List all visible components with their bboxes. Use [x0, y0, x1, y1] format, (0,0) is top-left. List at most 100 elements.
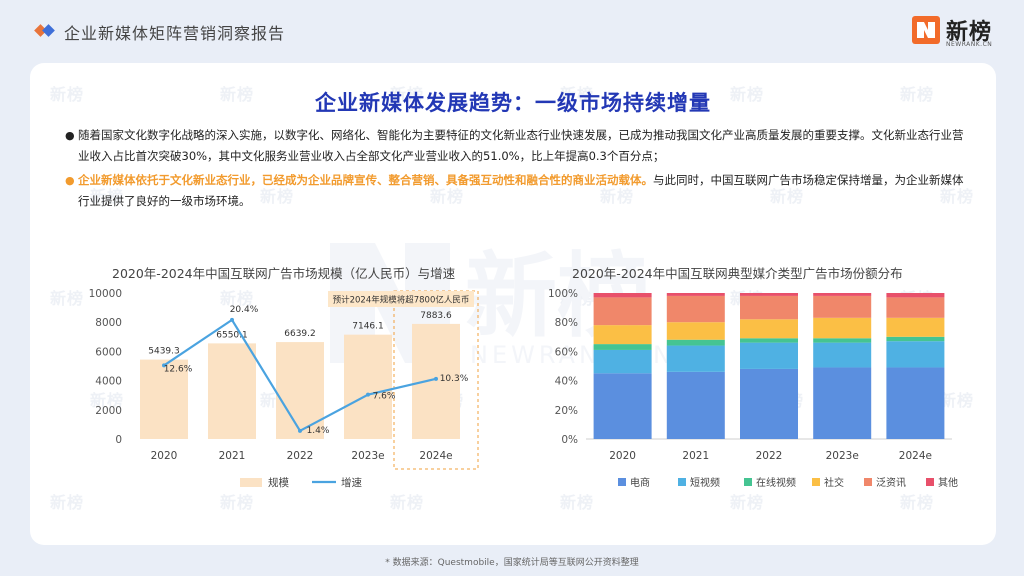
legend-label: 泛资讯 — [876, 477, 906, 489]
page-title: 企业新媒体发展趋势：一级市场持续增量 — [315, 91, 711, 115]
stacked-bar-segment — [886, 297, 945, 318]
diamond-icon — [34, 24, 58, 38]
stacked-bar-segment — [666, 322, 725, 340]
stacked-bar-segment — [740, 293, 798, 296]
watermark-text: 新榜 — [560, 85, 595, 104]
bar-data-label: 7146.1 — [352, 322, 384, 332]
stacked-bar-segment — [593, 325, 652, 345]
legend-label: 规模 — [268, 476, 289, 489]
content-card: 新榜 新榜 新榜 新榜 新榜 新榜 新榜 新榜 新榜 新榜 新榜 新榜 新榜 新榜 新榜 新榜 新榜 新榜 新榜 新榜… — [30, 63, 996, 545]
y-left-tick-label: 8000 — [95, 317, 122, 329]
bar-data-label: 7883.6 — [420, 311, 452, 321]
x-tick-label: 2020 — [609, 450, 636, 462]
logo-icon — [912, 16, 940, 44]
x-tick-label: 2022 — [287, 450, 314, 462]
stacked-bar-segment — [813, 342, 872, 368]
market-size-chart: 02000400060008000100000.0%5.0%10.0%15.0%… — [89, 288, 479, 489]
legend-label: 在线视频 — [756, 476, 796, 489]
legend-swatch — [618, 478, 626, 486]
watermark-text: 新榜 — [940, 391, 975, 410]
bullet-icon: ● — [65, 129, 75, 142]
footnote: * 数据来源：Questmobile，国家统计局等互联网公开资料整理 — [385, 558, 639, 568]
watermark-text: 新榜 — [730, 493, 765, 512]
bullet-icon: ● — [65, 174, 75, 187]
watermark-text: 新榜 — [900, 85, 935, 104]
stacked-bar-segment — [593, 373, 652, 439]
bar — [276, 342, 324, 439]
paragraph-2-text: 与此同时，中国互联网广告市场稳定保持增量，为企业新媒体行业提供了良好的一级市场环… — [78, 173, 964, 208]
legend-label: 电商 — [630, 476, 650, 489]
newrank-logo: 新榜 NEWRANK.CN — [912, 14, 1002, 50]
watermark-text: 新榜 — [940, 187, 975, 206]
stacked-bar-segment — [593, 349, 652, 374]
paragraph-1: ● 随着国家文化数字化战略的深入实施，以数字化、网络化、智能化为主要特征的文化新… — [65, 125, 968, 167]
stacked-bar-segment — [740, 319, 798, 339]
paragraph-2-highlight: 企业新媒体依托于文化新业态行业，已经成为企业品牌宣传、整合营销、具备强互动性和融… — [78, 173, 653, 187]
stacked-bar-segment — [593, 344, 652, 350]
line-point — [230, 317, 234, 322]
watermark-text: 新榜 — [220, 85, 255, 104]
line-point — [298, 428, 302, 433]
bar-data-label: 6550.1 — [216, 330, 248, 340]
paragraph-2: ● 企业新媒体依托于文化新业态行业，已经成为企业品牌宣传、整合营销、具备强互动性… — [65, 170, 968, 212]
line-data-label: 7.6% — [373, 392, 396, 402]
y-tick-label: 100% — [548, 288, 578, 300]
line-data-label: 12.6% — [164, 364, 193, 374]
watermark-text: 新榜 — [390, 493, 425, 512]
bar-data-label: 6639.2 — [284, 329, 316, 339]
stacked-bar-segment — [593, 293, 652, 298]
y-tick-label: 80% — [555, 317, 578, 329]
logo-text: 新榜 — [946, 20, 993, 45]
stacked-bar-segment — [886, 293, 945, 298]
stacked-bar-segment — [666, 345, 725, 372]
legend-label: 短视频 — [690, 476, 720, 489]
y-tick-label: 0% — [561, 434, 578, 446]
stacked-bar-segment — [666, 293, 725, 296]
stacked-bar-segment — [886, 336, 945, 342]
watermark-text: 新榜 — [220, 493, 255, 512]
y-tick-label: 60% — [555, 346, 578, 358]
watermark-text: 新榜 — [50, 493, 85, 512]
logo-subtext: NEWRANK.CN — [946, 41, 993, 48]
y-left-tick-label: 0 — [115, 434, 122, 446]
legend-swatch — [678, 478, 686, 486]
x-tick-label: 2023e — [351, 450, 384, 462]
bar — [344, 334, 392, 439]
x-tick-label: 2020 — [151, 450, 178, 462]
watermark-text: 新榜 — [390, 85, 425, 104]
x-tick-label: 2024e — [419, 450, 452, 462]
paragraph-1-text: 随着国家文化数字化战略的深入实施，以数字化、网络化、智能化为主要特征的文化新业态… — [78, 128, 964, 163]
watermark-text: 新榜 — [260, 187, 295, 206]
annotation-box — [328, 291, 474, 307]
x-tick-label: 2023e — [826, 450, 859, 462]
stacked-bar-segment — [740, 368, 798, 439]
stacked-bar-segment — [666, 371, 725, 439]
x-tick-label: 2021 — [219, 450, 246, 462]
legend-swatch — [926, 478, 934, 486]
y-left-tick-label: 6000 — [95, 346, 122, 358]
legend-label: 社交 — [824, 476, 844, 489]
chart-1-title: 2020年-2024年中国互联网广告市场规模（亿人民币）与增速 — [112, 266, 456, 281]
line-data-label: 1.4% — [307, 426, 330, 436]
y-tick-label: 40% — [555, 376, 578, 388]
y-tick-label: 20% — [555, 405, 578, 417]
line-data-label: 10.3% — [440, 374, 469, 384]
legend-swatch-bar — [240, 478, 262, 487]
watermark-text: 新榜 — [430, 187, 465, 206]
bar-data-label: 5439.3 — [148, 347, 180, 357]
stacked-bar-segment — [813, 367, 872, 439]
x-tick-label: 2022 — [756, 450, 783, 462]
line-data-label: 20.4% — [230, 305, 259, 315]
watermark-text: 新榜 — [730, 85, 765, 104]
stacked-bar-segment — [593, 297, 652, 326]
stacked-bar-segment — [813, 293, 872, 296]
watermark-text: 新榜 — [90, 391, 125, 410]
watermark-text: 新榜 — [900, 493, 935, 512]
watermark-text: 新榜 — [600, 187, 635, 206]
stacked-bar-segment — [813, 295, 872, 318]
media-share-chart: 0% 20% 40% 60% 80% 100% 2020 2021 2022 2023e 2024e… — [548, 288, 958, 489]
legend-swatch — [812, 478, 820, 486]
legend-swatch — [864, 478, 872, 486]
line-point — [366, 392, 370, 397]
line-point — [434, 376, 438, 381]
